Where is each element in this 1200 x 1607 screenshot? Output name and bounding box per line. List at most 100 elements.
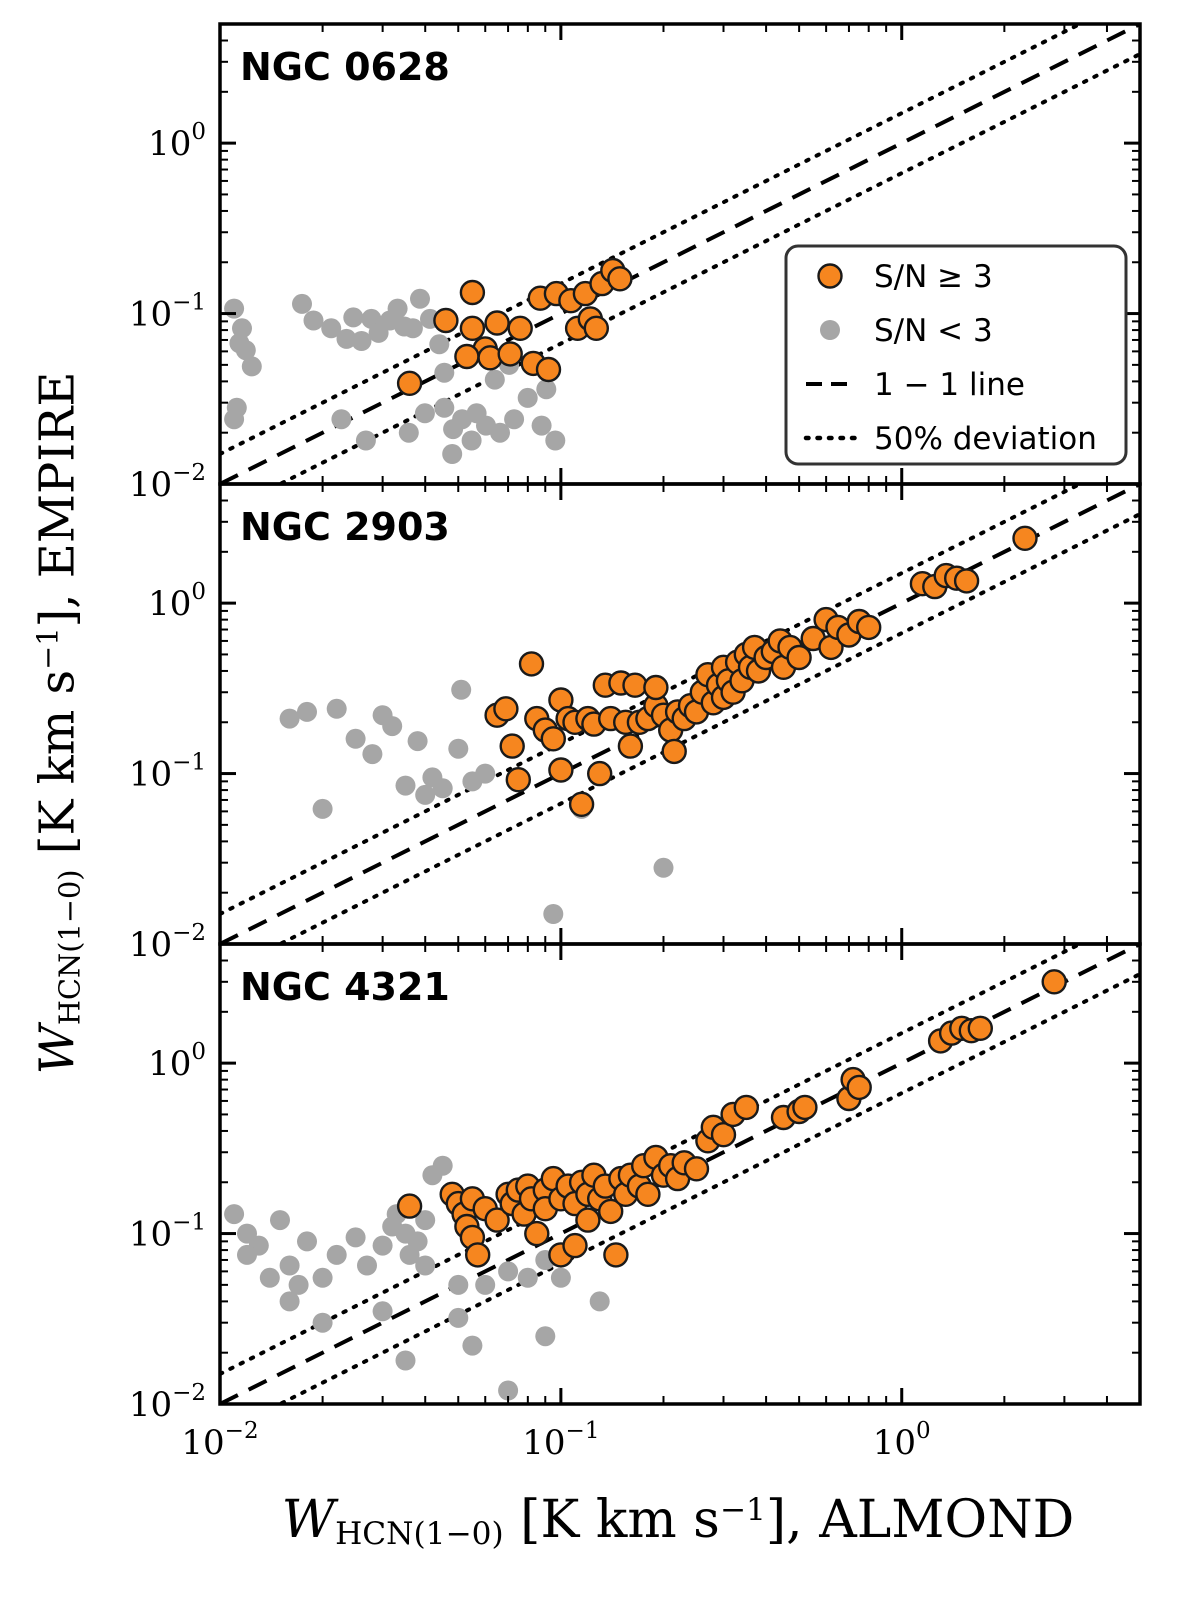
data-point bbox=[568, 791, 595, 817]
data-point bbox=[259, 1267, 280, 1288]
data-point bbox=[415, 784, 436, 805]
data-point bbox=[661, 738, 687, 765]
data-point bbox=[543, 904, 564, 924]
sn-lt-3-points bbox=[224, 1155, 610, 1401]
data-point bbox=[475, 1274, 496, 1295]
upper-deviation-line bbox=[220, 484, 1085, 916]
data-point bbox=[355, 430, 376, 451]
data-point bbox=[270, 1210, 290, 1231]
one-to-one-line bbox=[220, 24, 1140, 484]
data-point bbox=[396, 1193, 423, 1219]
data-point bbox=[454, 343, 480, 370]
data-point bbox=[297, 1231, 317, 1252]
data-point bbox=[461, 430, 482, 451]
x-axis-units-close: ], ALMOND bbox=[765, 1490, 1075, 1550]
data-point bbox=[429, 334, 450, 355]
data-point bbox=[617, 733, 644, 759]
data-point bbox=[407, 1231, 428, 1252]
data-point bbox=[967, 1015, 993, 1041]
data-point bbox=[407, 731, 428, 752]
data-point bbox=[387, 298, 408, 319]
data-point bbox=[410, 288, 430, 309]
x-tick-label: 10−1 bbox=[522, 1418, 599, 1463]
data-point bbox=[235, 340, 256, 361]
data-point bbox=[497, 341, 523, 367]
data-point bbox=[433, 307, 459, 334]
data-point bbox=[1012, 525, 1038, 551]
data-point bbox=[1041, 969, 1067, 995]
data-point bbox=[484, 1207, 510, 1233]
y-tick-label: 100 bbox=[148, 579, 206, 624]
data-point bbox=[475, 763, 496, 784]
lower-deviation-line bbox=[275, 972, 1140, 1404]
data-point bbox=[548, 757, 574, 783]
data-point bbox=[535, 356, 562, 383]
data-point bbox=[432, 778, 453, 799]
panel-ngc-0628 bbox=[220, 24, 1140, 484]
data-point bbox=[459, 279, 486, 306]
legend-gray-point-icon bbox=[820, 320, 840, 340]
data-point bbox=[792, 1094, 818, 1121]
data-point bbox=[434, 397, 455, 418]
sn-ge-3-points bbox=[484, 525, 1038, 817]
data-point bbox=[442, 444, 463, 464]
data-point bbox=[953, 568, 980, 594]
y-tick-label: 10−1 bbox=[130, 750, 206, 795]
panel-title: NGC 4321 bbox=[240, 965, 450, 1009]
data-point bbox=[583, 315, 609, 341]
panel-border bbox=[218, 942, 1142, 1406]
data-point bbox=[643, 674, 669, 701]
data-point bbox=[292, 293, 312, 314]
data-point bbox=[451, 679, 472, 700]
data-point bbox=[493, 696, 519, 722]
data-point bbox=[326, 1244, 347, 1265]
data-point bbox=[448, 738, 469, 759]
data-point bbox=[415, 1255, 436, 1276]
data-point bbox=[504, 409, 525, 430]
data-point bbox=[395, 1350, 416, 1371]
data-point bbox=[357, 1255, 377, 1276]
data-point bbox=[507, 315, 533, 341]
data-point bbox=[396, 370, 423, 396]
data-point bbox=[459, 315, 486, 341]
legend-orange-point-icon bbox=[817, 263, 843, 289]
data-point bbox=[279, 1255, 300, 1276]
data-point bbox=[603, 1242, 629, 1268]
data-point bbox=[312, 1267, 333, 1288]
data-point bbox=[622, 672, 648, 698]
data-point bbox=[312, 798, 333, 819]
panel-title: NGC 0628 bbox=[240, 45, 450, 89]
data-point bbox=[345, 1227, 366, 1248]
y-tick-label: 10−1 bbox=[130, 290, 206, 335]
data-point bbox=[710, 1121, 737, 1148]
data-point bbox=[683, 1156, 710, 1182]
data-point bbox=[524, 1220, 550, 1247]
data-point bbox=[484, 310, 510, 336]
x-axis-variable: W bbox=[281, 1490, 336, 1550]
x-axis-units-open: [K km s bbox=[503, 1490, 720, 1550]
x-axis-superscript: −1 bbox=[719, 1491, 766, 1528]
y-axis-label: WHCN(1−0) [K km s−1], EMPIRE bbox=[29, 372, 86, 1075]
y-tick-label: 10−1 bbox=[130, 1210, 206, 1255]
data-point bbox=[331, 409, 352, 430]
data-point bbox=[415, 1210, 436, 1231]
y-axis-superscript: −1 bbox=[30, 627, 65, 670]
y-tick-label: 100 bbox=[148, 119, 206, 164]
sn-ge-3-points bbox=[396, 969, 1067, 1268]
x-tick-label: 10−2 bbox=[181, 1418, 258, 1463]
y-tick-label: 10−2 bbox=[130, 1380, 206, 1425]
legend-box bbox=[784, 244, 1128, 466]
data-point bbox=[786, 644, 812, 671]
data-point bbox=[395, 775, 416, 796]
data-point bbox=[587, 760, 613, 787]
ticks bbox=[218, 483, 1141, 946]
data-point bbox=[545, 430, 566, 451]
data-point bbox=[575, 1207, 601, 1233]
data-point bbox=[303, 310, 324, 331]
data-point bbox=[224, 409, 245, 430]
data-point bbox=[535, 1326, 556, 1347]
data-point bbox=[607, 266, 633, 292]
x-tick-label: 100 bbox=[873, 1418, 931, 1463]
panel-ngc-2903 bbox=[220, 484, 1140, 944]
data-point bbox=[498, 1261, 519, 1282]
